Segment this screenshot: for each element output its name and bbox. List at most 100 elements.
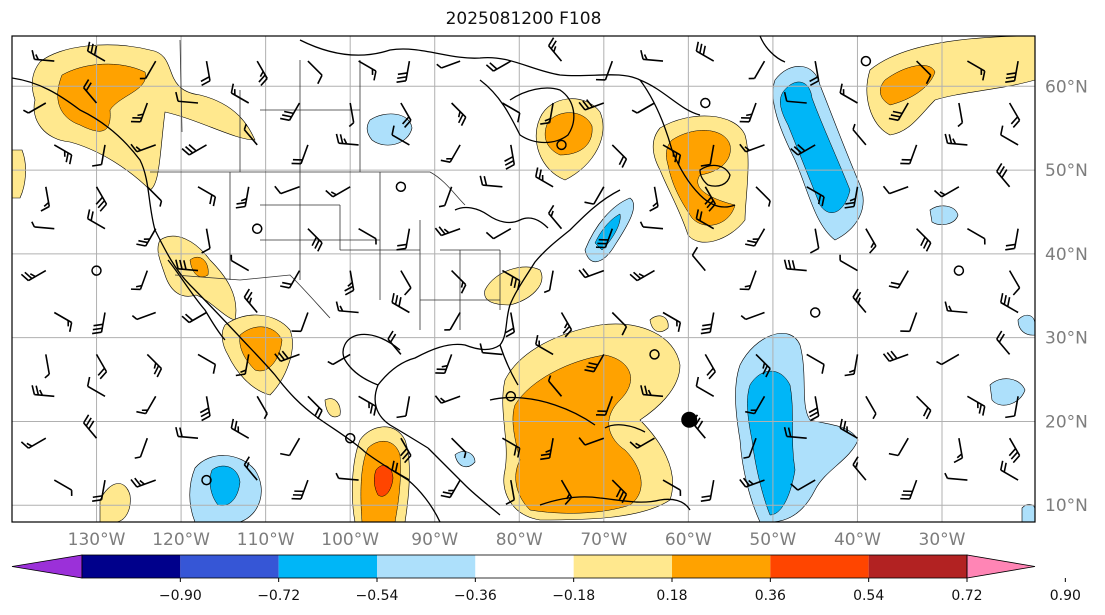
wind-barb bbox=[291, 479, 309, 500]
wind-barb bbox=[844, 354, 859, 377]
wind-barb bbox=[400, 270, 412, 296]
wind-barb bbox=[139, 60, 157, 80]
colorbar-extend-low bbox=[11, 554, 83, 579]
colorbar-segment bbox=[475, 555, 574, 578]
colorbar-segment bbox=[672, 555, 771, 578]
wind-barb bbox=[745, 228, 766, 247]
wind-barb bbox=[629, 269, 655, 282]
coastline-newfoundland bbox=[699, 164, 731, 187]
wind-barb bbox=[695, 209, 715, 230]
coastline-gulf-mexico bbox=[342, 333, 401, 386]
wind-barb bbox=[391, 460, 410, 481]
anomaly-region-north-atlantic-mid-core bbox=[780, 81, 851, 213]
wind-barb bbox=[695, 41, 715, 62]
wind-barb bbox=[243, 288, 258, 314]
wind-barb bbox=[806, 186, 825, 207]
political-borders bbox=[150, 39, 501, 330]
wind-barb bbox=[967, 228, 986, 245]
wind-barb bbox=[944, 472, 968, 481]
wind-barb bbox=[175, 427, 199, 439]
wind-barbs bbox=[20, 37, 1021, 506]
longitude-label: 120°W bbox=[152, 530, 210, 550]
wind-barb bbox=[560, 312, 573, 338]
wind-barb bbox=[839, 83, 858, 104]
wind-barb bbox=[274, 185, 300, 195]
wind-barb bbox=[649, 349, 660, 360]
wind-barb bbox=[291, 312, 309, 333]
coastline-labrador bbox=[639, 79, 736, 208]
wind-barb bbox=[291, 144, 309, 165]
longitude-label: 60°W bbox=[665, 530, 712, 550]
wind-barb bbox=[451, 437, 467, 459]
wind-barb bbox=[540, 438, 554, 461]
wind-barb bbox=[181, 144, 207, 156]
wind-barb bbox=[882, 350, 909, 362]
wind-barb bbox=[505, 391, 517, 402]
wind-barb bbox=[640, 385, 664, 398]
wind-barb bbox=[611, 311, 628, 336]
wind-barb bbox=[662, 311, 682, 332]
wind-barb bbox=[534, 334, 554, 356]
wind-barb bbox=[790, 144, 816, 156]
coastline-greenland bbox=[759, 36, 786, 63]
wind-barb bbox=[543, 270, 554, 294]
state-borders bbox=[229, 172, 501, 330]
coastline-cuba bbox=[489, 396, 596, 426]
colorbar-frame bbox=[81, 554, 968, 579]
wind-barb bbox=[130, 270, 149, 291]
wind-barb bbox=[783, 91, 807, 104]
wind-barb bbox=[1005, 228, 1019, 251]
colorbar-tick-label: 0.72 bbox=[951, 588, 982, 604]
wind-barb bbox=[396, 396, 411, 419]
wind-barb bbox=[944, 301, 968, 314]
border-us-canada bbox=[150, 171, 466, 206]
wind-barb bbox=[387, 330, 402, 355]
colorbar-segment bbox=[770, 555, 869, 578]
wind-barb bbox=[809, 307, 821, 318]
wind-barb bbox=[175, 91, 199, 104]
wind-barb bbox=[916, 228, 932, 252]
wind-barb bbox=[865, 228, 877, 254]
wind-barb bbox=[808, 396, 820, 422]
wind-barb bbox=[611, 144, 628, 168]
graticule bbox=[12, 36, 1035, 522]
wind-barb bbox=[916, 60, 932, 85]
wind-barb bbox=[900, 144, 918, 165]
wind-barb bbox=[146, 186, 163, 207]
wind-barb bbox=[201, 228, 211, 254]
wind-barb bbox=[479, 175, 503, 188]
map-panel bbox=[12, 36, 1035, 522]
wind-barb bbox=[547, 204, 563, 230]
wind-barb bbox=[999, 293, 1019, 314]
wind-barb bbox=[235, 186, 250, 209]
colorbar-segment bbox=[377, 555, 476, 578]
wind-barb bbox=[739, 102, 757, 123]
latitude-label: 40°N bbox=[1045, 245, 1088, 265]
wind-barb bbox=[307, 395, 323, 420]
anomaly-patch-4 bbox=[989, 378, 1026, 406]
wind-barb bbox=[888, 437, 909, 457]
wind-barb bbox=[479, 343, 503, 356]
colorbar-tick-label: −0.72 bbox=[257, 588, 300, 604]
wind-barb bbox=[53, 311, 73, 332]
wind-barb bbox=[91, 265, 102, 276]
canada-provinces bbox=[239, 60, 361, 172]
colorbar-segment bbox=[278, 555, 377, 578]
wind-barb bbox=[307, 228, 323, 252]
wind-barb bbox=[953, 265, 965, 276]
wind-barb bbox=[335, 301, 359, 314]
storm-center-marker bbox=[681, 411, 698, 428]
wind-barb bbox=[485, 228, 512, 240]
wind-barb bbox=[40, 186, 51, 212]
colorbar-tick-label: 0.90 bbox=[1050, 588, 1081, 604]
wind-barb bbox=[704, 186, 716, 212]
longitude-label: 90°W bbox=[411, 530, 458, 550]
wind-barb bbox=[31, 385, 55, 398]
coastline-north-america-west bbox=[12, 77, 441, 522]
wind-barb bbox=[134, 437, 149, 459]
wind-barb bbox=[806, 353, 825, 374]
wind-barb bbox=[199, 396, 211, 422]
wind-barb bbox=[755, 186, 771, 207]
wind-barb bbox=[501, 269, 521, 291]
anomaly-patch-9 bbox=[1017, 314, 1035, 336]
